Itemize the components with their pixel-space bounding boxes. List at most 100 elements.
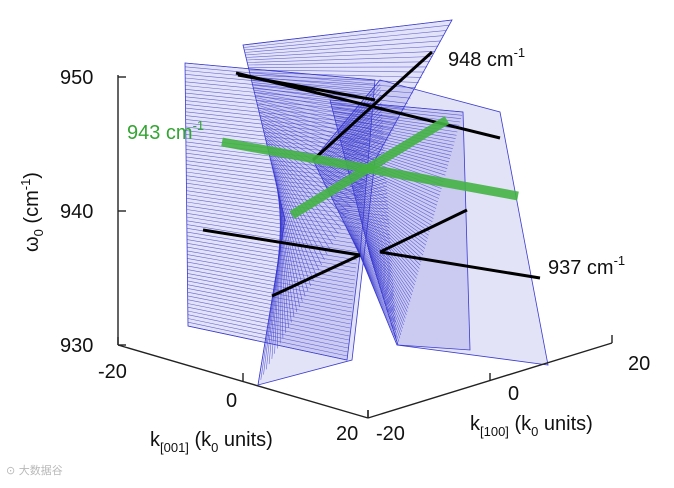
watermark-text: ⊙ 大数据谷 xyxy=(6,464,63,477)
front-left-surface-mesh-line xyxy=(187,288,352,321)
mode-line-948-seg-1 xyxy=(311,50,434,162)
front-left-surface-mesh-line xyxy=(185,126,369,149)
front-right-surface-mesh-line xyxy=(353,192,425,253)
mode-line-937-seg-0 xyxy=(202,228,361,257)
back-right-surface-mesh-line xyxy=(339,212,390,228)
back-right-surface-mesh-line xyxy=(332,189,388,200)
front-left-surface-mesh-line xyxy=(186,224,358,253)
front-left-surface-mesh-line xyxy=(187,254,355,285)
front-right-surface-mesh-line xyxy=(360,219,414,292)
right-tick-label-20: 20 xyxy=(628,353,650,375)
front-left-surface-mesh-line xyxy=(186,198,361,225)
front-right-surface-mesh-line xyxy=(366,241,404,326)
axes xyxy=(117,75,613,419)
left-tick-label-0: 0 xyxy=(226,390,237,412)
front-left-surface-mesh-line xyxy=(186,179,363,205)
front-left-surface-mesh-line xyxy=(186,182,363,209)
mode-line-937-seg-3 xyxy=(379,208,468,254)
back-left-surface-mesh-line xyxy=(245,40,441,56)
front-left-surface-mesh-line xyxy=(187,265,354,297)
right-tick-label-0: 0 xyxy=(508,383,519,405)
front-left-surface-mesh-line xyxy=(187,258,355,289)
back-left-surface-mesh-line xyxy=(257,104,386,146)
front-left-surface-mesh-line xyxy=(187,273,353,305)
back-right-surface-mesh-line xyxy=(351,238,395,300)
annotation-943: 943 cm-1 xyxy=(127,118,204,144)
front-left-surface-mesh-line xyxy=(187,310,349,345)
front-left-surface-mesh-line xyxy=(186,209,360,237)
back-left-surface-mesh-line xyxy=(242,19,453,46)
front-right-surface-mesh-line xyxy=(351,183,428,239)
front-left-surface-mesh-line xyxy=(186,216,359,245)
front-right-surface-mesh-line xyxy=(361,221,413,296)
front-left-surface-mesh-line xyxy=(187,321,348,357)
front-right-surface-mesh-line xyxy=(333,115,457,136)
mode-line-948-seg-2 xyxy=(237,73,376,102)
left-tick-label-m20: -20 xyxy=(98,361,127,383)
mode-line-937-seg-2 xyxy=(271,253,361,298)
front-right-surface-mesh-line xyxy=(349,177,431,229)
front-left-surface xyxy=(184,62,376,361)
front-right-surface-mesh-line xyxy=(350,181,429,236)
back-right-surface-mesh-line xyxy=(359,254,398,346)
back-left-surface-mesh-line xyxy=(268,152,334,245)
front-left-surface-mesh-line xyxy=(186,231,358,261)
back-right-surface-mesh-line xyxy=(343,220,392,251)
front-right-surface-mesh-line xyxy=(331,106,461,123)
front-right-surface-mesh-line xyxy=(337,128,451,156)
front-left-surface-mesh-line xyxy=(186,235,357,265)
front-right-surface-mesh-line xyxy=(369,252,400,342)
front-right-surface-mesh-line xyxy=(348,170,434,219)
front-left-surface-mesh-line xyxy=(187,314,349,349)
front-left-surface-mesh-line xyxy=(185,96,372,117)
front-left-surface-mesh-line xyxy=(185,70,375,89)
front-left-surface-mesh-line xyxy=(186,220,359,249)
front-right-surface-mesh-line xyxy=(336,126,452,153)
front-left-surface-mesh-line xyxy=(187,295,351,329)
front-right-surface-mesh-line xyxy=(355,199,422,263)
front-left-surface-mesh-line xyxy=(187,280,352,313)
front-left-surface-mesh-line xyxy=(184,66,375,85)
front-right-surface-mesh-line xyxy=(335,121,454,146)
front-left-surface-mesh-line xyxy=(184,62,376,81)
back-right-surface-mesh-line xyxy=(351,237,395,296)
front-right-surface-mesh-line xyxy=(369,254,399,346)
front-right-surface-mesh-line xyxy=(366,243,403,329)
back-left-surface-mesh-line xyxy=(252,84,408,104)
front-left-surface-mesh-line xyxy=(187,318,348,353)
front-right-surface-mesh-line xyxy=(362,228,410,306)
back-left-surface-mesh-line xyxy=(247,56,433,63)
back-left-surface-mesh-line xyxy=(253,89,403,115)
back-left-surface-mesh-line xyxy=(247,61,430,66)
front-left-surface-mesh-line xyxy=(185,134,368,157)
left-axis-line xyxy=(117,344,369,419)
back-left-surface-mesh-line xyxy=(256,99,392,135)
back-left-surface-mesh-line xyxy=(273,174,309,292)
front-right-surface-mesh-line xyxy=(330,101,463,116)
front-left-surface-mesh-line xyxy=(187,261,354,293)
front-right-surface-mesh-line xyxy=(340,141,446,176)
front-left-surface-mesh-line xyxy=(186,175,364,201)
front-left-surface-mesh-line xyxy=(185,130,368,153)
front-left-surface-mesh-line xyxy=(185,111,370,133)
back-left-surface-mesh-line xyxy=(267,147,339,234)
left-tick-label-20: 20 xyxy=(336,423,358,445)
front-right-surface-mesh-line xyxy=(336,124,453,149)
front-left-surface-mesh-line xyxy=(185,149,366,173)
z-tick-label-950: 950 xyxy=(60,67,93,89)
z-tick-label-940: 940 xyxy=(60,201,93,223)
front-left-surface-mesh-line xyxy=(185,89,373,109)
front-left-surface-mesh-line xyxy=(186,239,357,269)
back-left-surface-mesh-line xyxy=(244,30,447,51)
front-left-surface-mesh-line xyxy=(185,92,372,113)
front-left-surface-mesh-line xyxy=(186,190,362,217)
front-right-surface-mesh-line xyxy=(356,201,421,266)
back-left-surface-mesh-line xyxy=(256,102,389,141)
front-left-surface-mesh-line xyxy=(185,152,366,177)
z-axis-label: ω0 (cm-1) xyxy=(18,172,46,252)
front-left-surface-mesh-line xyxy=(186,201,361,229)
front-right-surface xyxy=(329,99,471,351)
front-right-surface-mesh-line xyxy=(357,208,418,276)
front-left-surface-mesh-line xyxy=(185,122,369,145)
front-right-surface-mesh-line xyxy=(365,239,405,322)
